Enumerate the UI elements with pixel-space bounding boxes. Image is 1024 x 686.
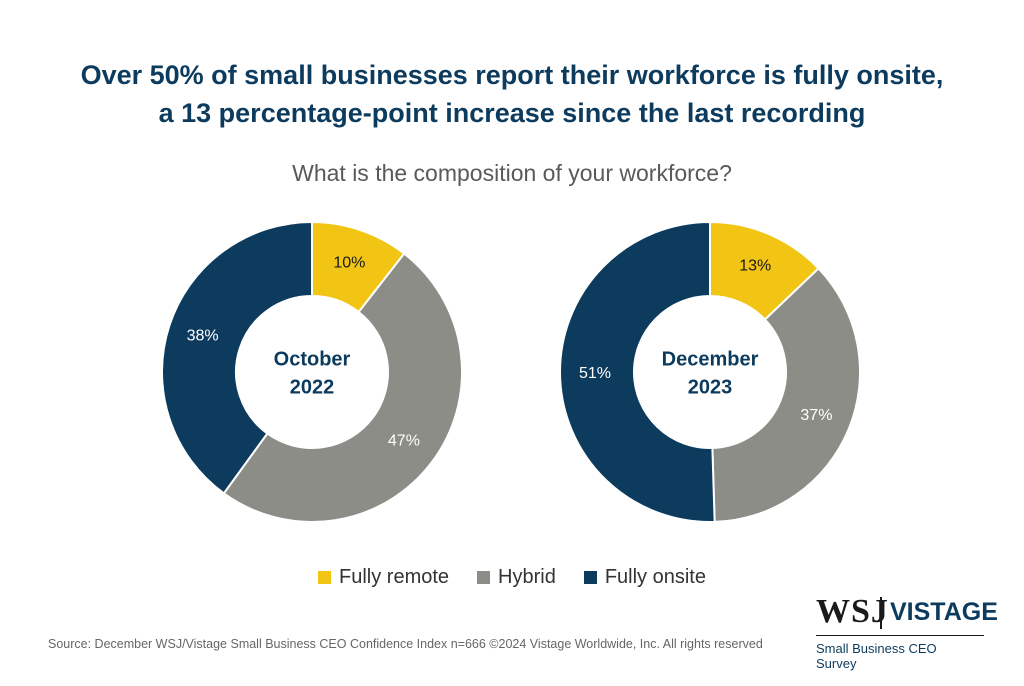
data-label-hybrid-2: 37% [800, 407, 832, 424]
center-label-line-2-chart-1: 2022 [290, 376, 335, 398]
legend-label-fully-remote: Fully remote [339, 566, 450, 588]
slice-fully-onsite-2 [559, 220, 716, 523]
center-label-line-2-chart-2: 2023 [688, 376, 733, 398]
logo-tagline: Small Business CEO Survey [816, 641, 937, 671]
donut-chart-1: 10% 47% 38% October 2022 [161, 220, 463, 523]
logo-vistage: VISTAGE [890, 598, 998, 626]
data-label-fully-onsite-1: 38% [187, 328, 219, 345]
legend-swatch-fully-remote [318, 571, 331, 584]
chart-subtitle: What is the composition of your workforc… [292, 160, 732, 186]
data-label-fully-remote-1: 10% [333, 254, 365, 271]
legend: Fully remote Hybrid Fully onsite [0, 566, 1024, 589]
slice-fully-onsite-1 [161, 220, 313, 495]
source-note: Source: December WSJ/Vistage Small Busin… [48, 637, 763, 651]
slice-hybrid-2 [711, 267, 861, 523]
donut-chart-2: 13% 37% 51% December 2023 [559, 220, 861, 523]
title-line-2: a 13 percentage-point increase since the… [158, 98, 866, 128]
slice-hybrid-1 [222, 252, 463, 523]
chart-title: Over 50% of small businesses report thei… [0, 56, 1024, 132]
center-label-line-1-chart-2: December [662, 348, 759, 370]
legend-item-hybrid: Hybrid [477, 566, 556, 589]
legend-label-hybrid: Hybrid [498, 566, 556, 588]
title-line-1: Over 50% of small businesses report thei… [80, 60, 944, 90]
legend-item-fully-onsite: Fully onsite [583, 566, 706, 589]
legend-label-fully-onsite: Fully onsite [604, 566, 706, 588]
logo-rule [816, 635, 984, 636]
data-label-fully-onsite-2: 51% [579, 365, 611, 382]
center-label-line-1-chart-1: October [274, 348, 351, 370]
logo-wsj: WSJ [816, 593, 889, 630]
legend-item-fully-remote: Fully remote [318, 566, 449, 589]
data-label-fully-remote-2: 13% [739, 257, 771, 274]
data-label-hybrid-1: 47% [388, 432, 420, 449]
legend-swatch-fully-onsite [583, 571, 597, 584]
logo-divider [880, 597, 882, 629]
legend-swatch-hybrid [477, 571, 491, 584]
wsj-vistage-logo: WSJ VISTAGE Small Business CEO Survey [810, 591, 998, 671]
